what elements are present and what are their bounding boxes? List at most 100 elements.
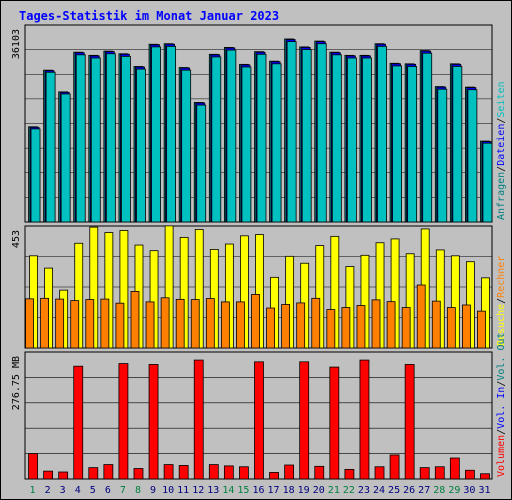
legend-separator: /	[496, 429, 507, 435]
x-tick-label-day-3: 3	[60, 485, 66, 496]
bar-hits-seiten-day-17	[271, 63, 282, 223]
bar-hits-seiten-day-27	[422, 52, 433, 223]
bar-volume-volumen-day-23	[359, 359, 370, 480]
x-tick-label-day-27: 27	[418, 485, 430, 496]
bar-visits-rechner-day-17	[266, 307, 275, 349]
bar-hits-seiten-day-22	[346, 57, 357, 223]
bar-visits-rechner-day-23	[356, 305, 366, 349]
x-tick-label-day-30: 30	[463, 485, 475, 496]
bar-volume-volumen-day-28	[434, 466, 445, 480]
x-tick-label-day-1: 1	[30, 485, 36, 496]
x-tick-label-day-22: 22	[343, 485, 355, 496]
bar-visits-rechner-day-29	[446, 307, 456, 349]
legend-item-rechner: Rechner	[496, 256, 507, 298]
bar-volume-volumen-day-22	[344, 468, 355, 480]
bar-volume-volumen-day-26	[404, 364, 415, 480]
x-tick-label-day-18: 18	[283, 485, 295, 496]
bar-visits-rechner-day-27	[416, 284, 426, 349]
bar-volume-volumen-day-21	[329, 366, 340, 480]
legend-item-seiten: Seiten	[496, 81, 507, 117]
bar-hits-seiten-day-25	[392, 65, 402, 223]
bar-volume-volumen-day-10	[163, 464, 174, 480]
bar-volume-volumen-day-24	[374, 466, 385, 480]
bar-visits-rechner-day-5	[85, 299, 95, 349]
bar-volume-volumen-day-13	[208, 464, 219, 480]
x-tick-label-day-7: 7	[120, 485, 126, 496]
y-axis-max-label: 276.75 MB	[11, 356, 22, 410]
bar-volume-volumen-day-29	[449, 457, 460, 480]
bar-volume-volumen-day-1	[28, 453, 38, 480]
bar-visits-rechner-day-28	[431, 300, 441, 349]
bar-hits-seiten-day-21	[331, 54, 342, 223]
x-tick-label-day-21: 21	[328, 485, 340, 496]
bar-hits-seiten-day-26	[407, 66, 418, 223]
y-axis-max-label: 453	[11, 230, 22, 248]
x-tick-label-day-16: 16	[252, 485, 264, 496]
bar-visits-rechner-day-16	[251, 294, 260, 349]
legend-item-anfragen: Anfragen	[496, 172, 507, 220]
x-tick-label-day-25: 25	[388, 485, 400, 496]
bar-hits-seiten-day-3	[60, 93, 71, 223]
bar-hits-seiten-day-6	[105, 53, 116, 223]
bar-hits-seiten-day-31	[482, 142, 493, 223]
x-tick-label-day-10: 10	[162, 485, 174, 496]
bar-volume-volumen-day-25	[389, 454, 400, 480]
legend-separator: /	[496, 166, 507, 172]
x-tick-label-day-12: 12	[192, 485, 204, 496]
legend: Besuche/Rechner	[496, 256, 507, 346]
bar-volume-volumen-day-17	[269, 472, 279, 480]
bar-hits-seiten-day-14	[226, 49, 237, 223]
bar-volume-volumen-day-5	[88, 467, 99, 480]
legend-separator: /	[496, 298, 507, 304]
bar-hits-seiten-day-11	[181, 69, 192, 223]
bar-visits-rechner-day-26	[401, 307, 411, 349]
bar-hits-seiten-day-30	[467, 89, 478, 223]
bar-volume-volumen-day-18	[284, 464, 295, 480]
bar-volume-volumen-day-6	[103, 464, 114, 480]
bar-visits-rechner-day-31	[477, 310, 486, 349]
bar-hits-seiten-day-23	[362, 57, 372, 223]
bar-hits-seiten-day-7	[121, 56, 131, 223]
bar-volume-volumen-day-11	[178, 465, 189, 480]
bar-hits-seiten-day-5	[90, 57, 101, 223]
x-tick-label-day-5: 5	[90, 485, 96, 496]
bar-hits-seiten-day-24	[377, 45, 387, 223]
bar-hits-seiten-day-19	[301, 49, 312, 223]
bar-visits-rechner-day-12	[190, 299, 200, 349]
bar-visits-rechner-day-10	[160, 297, 170, 349]
x-tick-label-day-23: 23	[358, 485, 370, 496]
bar-visits-rechner-day-9	[145, 301, 155, 349]
x-tick-label-day-13: 13	[207, 485, 219, 496]
bar-volume-volumen-day-7	[118, 363, 129, 480]
x-tick-label-day-11: 11	[177, 485, 189, 496]
bar-hits-seiten-day-15	[241, 66, 252, 223]
x-tick-label-day-28: 28	[433, 485, 445, 496]
bar-volume-volumen-day-20	[314, 465, 325, 480]
bar-visits-rechner-day-24	[371, 299, 381, 349]
bar-visits-rechner-day-7	[115, 302, 125, 349]
bar-volume-volumen-day-30	[465, 469, 475, 480]
bar-hits-seiten-day-9	[151, 46, 161, 223]
x-tick-label-day-2: 2	[45, 485, 51, 496]
bar-hits-seiten-day-20	[316, 43, 327, 223]
bar-visits-rechner-day-3	[55, 298, 65, 349]
bar-volume-volumen-day-19	[299, 361, 310, 480]
bar-volume-volumen-day-14	[223, 465, 234, 480]
bar-visits-rechner-day-2	[40, 297, 49, 349]
x-tick-label-day-6: 6	[105, 485, 111, 496]
y-axis-max-label: 36103	[11, 29, 22, 59]
bar-visits-rechner-day-21	[326, 309, 336, 349]
chart-panel-visits: 453 Besuche/Rechner	[11, 225, 507, 349]
x-tick-label-day-14: 14	[222, 485, 234, 496]
x-tick-label-day-24: 24	[373, 485, 385, 496]
bar-volume-volumen-day-31	[480, 473, 490, 480]
legend-item-volumen: Volumen	[496, 435, 507, 477]
bar-hits-seiten-day-2	[45, 71, 56, 223]
x-tick-label-day-17: 17	[268, 485, 280, 496]
x-tick-label-day-15: 15	[237, 485, 249, 496]
legend-item-volin: Vol. In	[496, 387, 507, 429]
bar-volume-volumen-day-9	[148, 364, 159, 480]
